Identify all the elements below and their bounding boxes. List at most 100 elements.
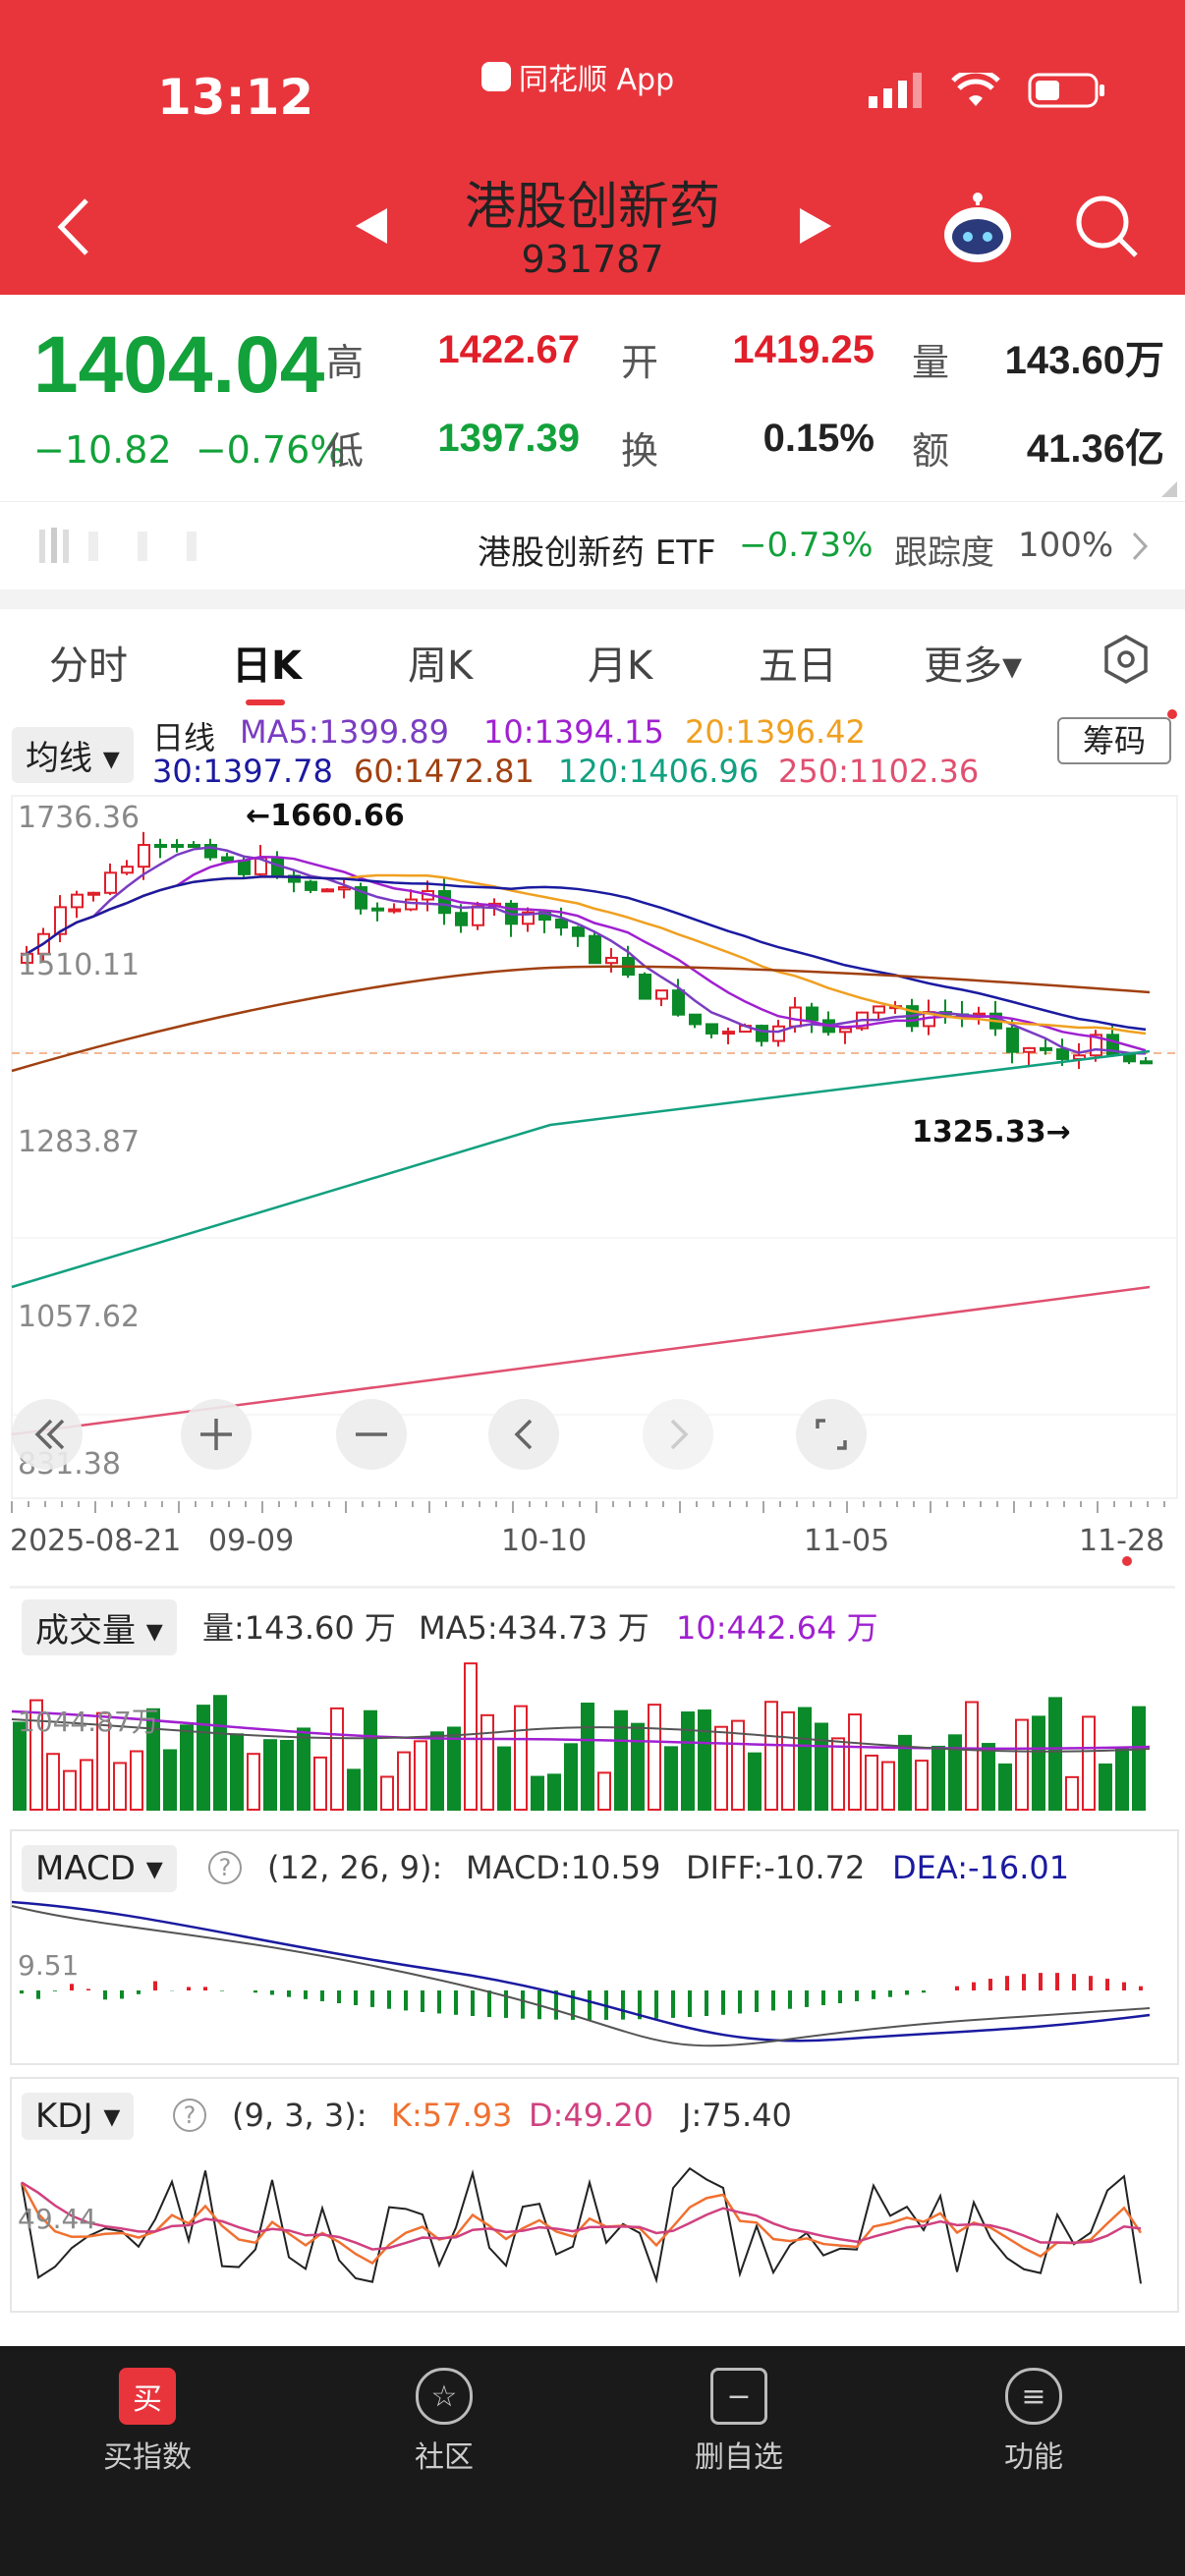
mini-bars-icon [39, 528, 197, 563]
volume-bar [648, 1704, 661, 1811]
volume-bar [163, 1749, 177, 1812]
candle [672, 979, 685, 1017]
volume-bar [213, 1695, 227, 1811]
etf-row[interactable]: 港股创新药 ETF −0.73% 跟踪度 100% [0, 501, 1185, 590]
candle [1073, 1042, 1086, 1070]
kdj-indicator-select[interactable]: KDJ ▾ [22, 2093, 135, 2140]
candle [405, 889, 418, 912]
rewind-button[interactable] [12, 1399, 83, 1470]
candle [655, 989, 668, 1007]
kdj-params: (9, 3, 3): [232, 2097, 367, 2134]
volume-bar [865, 1754, 878, 1811]
volume-bar [1015, 1718, 1029, 1811]
volume-bar [447, 1726, 461, 1811]
candle [639, 972, 651, 1000]
nav-remove-label: 删自选 [695, 2440, 783, 2475]
volume-bar [430, 1731, 444, 1811]
ma-indicator-select[interactable]: 均线 ▾ [12, 727, 134, 783]
volume-ma5-line [11, 1718, 1151, 1753]
volume-bar [180, 1724, 194, 1811]
back-icon[interactable] [49, 193, 98, 261]
ma-line [26, 846, 1147, 1055]
remove-icon: − [710, 2368, 767, 2425]
tab-daily-k[interactable]: 日K [232, 644, 302, 689]
volume-bar [748, 1752, 762, 1811]
volume-bar [781, 1710, 795, 1811]
nav-functions[interactable]: ≡ 功能 [935, 2358, 1132, 2476]
chips-button[interactable]: 筹码 [1057, 717, 1171, 764]
volume-value: 143.60万 [1004, 339, 1164, 382]
volume-bar [1132, 1706, 1146, 1811]
tab-more[interactable]: 更多▾ [924, 644, 1023, 689]
scroll-left-button[interactable] [488, 1399, 559, 1470]
nav-remove-watchlist[interactable]: − 删自选 [641, 2358, 837, 2476]
turnover-value: 0.15% [762, 417, 875, 460]
volume-bar [931, 1745, 945, 1811]
help-icon[interactable]: ? [173, 2099, 206, 2132]
etf-track-value: 100% [1018, 526, 1114, 565]
divider [10, 1586, 1175, 1589]
volume-chart[interactable]: 1044.87万 [0, 1641, 1185, 1818]
candle [722, 1027, 735, 1045]
expand-corner-icon[interactable] [1159, 479, 1179, 499]
volume-bar [364, 1709, 377, 1811]
scroll-right-button[interactable] [643, 1399, 713, 1470]
macd-axis-label: 9.51 [18, 1949, 79, 1982]
candle [154, 838, 167, 859]
amount-value: 41.36亿 [1026, 427, 1164, 471]
nav-community[interactable]: ☆ 社区 [346, 2358, 542, 2476]
macd-indicator-select[interactable]: MACD ▾ [22, 1845, 177, 1892]
macd-params: (12, 26, 9): [267, 1849, 443, 1886]
chevron-right-icon [1132, 532, 1149, 561]
zoom-out-button[interactable] [336, 1399, 407, 1470]
volume-bar [130, 1750, 143, 1812]
search-icon[interactable] [1073, 193, 1142, 261]
y-label-4: 1057.62 [18, 1300, 140, 1334]
settings-icon[interactable] [1100, 634, 1152, 685]
kdj-indicator-label: KDJ [35, 2097, 93, 2136]
low-label: 低 [326, 429, 365, 473]
volume-bar [347, 1768, 361, 1812]
volume-bar [313, 1756, 327, 1811]
macd-dea-line [11, 1900, 1151, 2043]
fullscreen-button[interactable] [796, 1399, 867, 1470]
volume-ma10: 10:442.64 万 [676, 1609, 878, 1647]
tab-monthly-k[interactable]: 月K [588, 644, 653, 689]
volume-axis-label: 1044.87万 [18, 1706, 159, 1738]
volume-bar [631, 1722, 645, 1811]
volume-bar [681, 1711, 695, 1811]
candle [355, 882, 367, 915]
tab-weekly-k[interactable]: 周K [408, 644, 474, 689]
date-end: 11-28 [1079, 1524, 1164, 1552]
kdj-axis-label: 49.44 [18, 2203, 96, 2235]
volume-bar [898, 1734, 912, 1811]
volume-bar [965, 1701, 979, 1812]
volume-bar [848, 1713, 862, 1811]
volume-bar [547, 1773, 561, 1811]
ma120-line [11, 1049, 1151, 1289]
tab-intraday[interactable]: 分时 [49, 644, 128, 689]
candle [806, 1002, 818, 1034]
robot-assistant-icon[interactable] [938, 192, 1017, 270]
volume-bar [514, 1705, 528, 1811]
kdj-chart[interactable]: 49.44 [0, 2138, 1185, 2307]
kline-chart[interactable]: 1736.36 1510.11 1283.87 1057.62 831.38 ←… [0, 786, 1185, 1552]
ma250-legend: 250:1102.36 [778, 753, 980, 790]
nav-buy-index[interactable]: 买 买指数 [49, 2358, 246, 2476]
volume-bar [497, 1746, 511, 1811]
prev-stock-icon[interactable] [354, 206, 389, 246]
kdj-j-line [21, 2166, 1142, 2284]
turnover-label: 换 [621, 429, 659, 473]
etf-name: 港股创新药 ETF [478, 533, 716, 573]
help-icon[interactable]: ? [208, 1851, 242, 1884]
candle [171, 839, 184, 853]
etf-track-label: 跟踪度 [894, 533, 994, 573]
volume-bar [146, 1708, 160, 1811]
macd-chart[interactable]: 9.51 [0, 1892, 1185, 2059]
next-stock-icon[interactable] [798, 206, 833, 246]
status-app-label: 同花顺 App [481, 55, 674, 98]
zoom-in-button[interactable] [181, 1399, 252, 1470]
ma30-legend: 30:1397.78 [152, 753, 333, 790]
tab-five-day[interactable]: 五日 [759, 644, 837, 689]
volume-indicator-select[interactable]: 成交量 ▾ [22, 1599, 177, 1655]
